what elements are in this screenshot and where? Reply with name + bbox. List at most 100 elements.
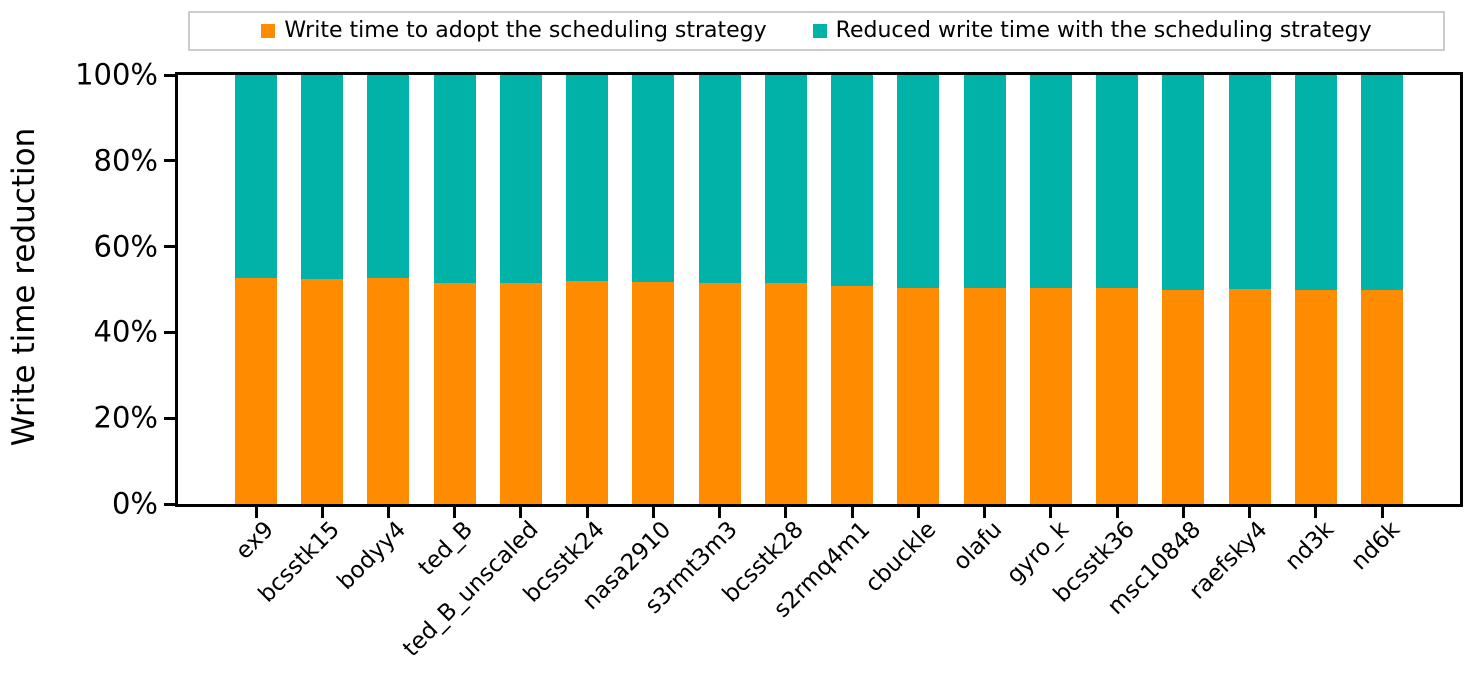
bar-segment-reduced [764, 75, 807, 284]
x-tick-label: ted_B [413, 516, 478, 581]
y-tick-mark [164, 159, 175, 163]
y-axis-title-container: Write time reduction [0, 72, 48, 501]
x-tick-mark [651, 507, 655, 518]
y-tick-label: 0% [111, 486, 158, 521]
bar-segment-adopt [235, 278, 277, 504]
x-tick-mark [386, 507, 390, 518]
y-tick-label: 60% [93, 229, 158, 264]
bar-segment-reduced [1294, 75, 1337, 291]
bar-segment-adopt [1228, 288, 1271, 504]
bar-segment-reduced [1228, 75, 1271, 289]
bar-segment-adopt [831, 286, 874, 504]
y-axis-title: Write time reduction [6, 127, 43, 446]
x-tick-label: cbuckle [860, 516, 942, 598]
bar-segment-adopt [367, 278, 410, 504]
x-tick-mark [1380, 507, 1384, 518]
bar-segment-adopt [1294, 290, 1337, 504]
bar-s2rmq4m1 [831, 75, 874, 504]
bar-gyro_k [1029, 75, 1072, 504]
bar-segment-adopt [963, 288, 1006, 504]
legend: Write time to adopt the scheduling strat… [188, 11, 1445, 51]
bar-olafu [963, 75, 1006, 504]
bar-segment-adopt [698, 282, 741, 504]
bar-segment-reduced [1096, 75, 1139, 289]
bar-segment-reduced [499, 75, 542, 283]
bar-segment-reduced [698, 75, 741, 283]
bar-segment-reduced [963, 75, 1006, 289]
x-tick-mark [453, 507, 457, 518]
bar-segment-reduced [433, 75, 476, 283]
y-tick-label: 80% [93, 143, 158, 178]
bar-segment-reduced [301, 75, 344, 280]
y-tick-label: 20% [93, 400, 158, 435]
x-tick-mark [850, 507, 854, 518]
bar-segment-adopt [764, 283, 807, 504]
bar-bcsstk24 [566, 75, 609, 504]
legend-label-reduced: Reduced write time with the scheduling s… [835, 18, 1372, 43]
bar-segment-reduced [235, 75, 277, 279]
bar-segment-adopt [1029, 288, 1072, 504]
bar-nd3k [1294, 75, 1337, 504]
teal-square-icon [812, 24, 827, 38]
legend-item-reduced: Reduced write time with the scheduling s… [812, 18, 1372, 43]
bar-ted_B [433, 75, 476, 504]
x-tick-mark [1314, 507, 1318, 518]
bar-segment-adopt [499, 282, 542, 504]
bar-segment-reduced [1361, 75, 1403, 290]
y-tick-mark [164, 502, 175, 506]
bar-msc10848 [1162, 75, 1205, 504]
x-tick-mark [1181, 507, 1185, 518]
x-tick-mark [983, 507, 987, 518]
x-tick-mark [718, 507, 722, 518]
bar-segment-reduced [897, 75, 940, 289]
bar-segment-adopt [301, 279, 344, 504]
x-tick-label: olafu [948, 516, 1008, 576]
bar-segment-adopt [566, 281, 609, 504]
legend-label-adopt: Write time to adopt the scheduling strat… [284, 18, 767, 43]
bar-ex9 [235, 75, 277, 504]
bar-segment-adopt [897, 288, 940, 504]
bar-segment-adopt [433, 282, 476, 504]
bar-s3rmt3m3 [698, 75, 741, 504]
bar-nd6k [1361, 75, 1403, 504]
bar-segment-adopt [1162, 289, 1205, 504]
bar-raefsky4 [1228, 75, 1271, 504]
bar-segment-reduced [566, 75, 609, 282]
plot-area: 0% 20% 40% 60% 80% 100% ex9 bcsstk15 bodyy4 ted_B… [75, 60, 1463, 662]
x-tick-label: ex9 [230, 516, 279, 565]
x-tick-label: nd6k [1346, 516, 1405, 576]
bar-nasa2910 [632, 75, 675, 504]
y-tick-label: 100% [75, 57, 158, 92]
x-tick-label: nd3k [1279, 516, 1339, 576]
bar-segment-reduced [632, 75, 675, 283]
bar-bcsstk15 [301, 75, 344, 504]
x-tick-mark [916, 507, 920, 518]
bar-cbuckle [897, 75, 940, 504]
orange-square-icon [261, 24, 276, 38]
bar-segment-reduced [1162, 75, 1205, 290]
bar-segment-adopt [1096, 288, 1139, 504]
legend-item-adopt: Write time to adopt the scheduling strat… [261, 18, 767, 43]
bar-segment-reduced [1029, 75, 1072, 289]
x-tick-mark [1248, 507, 1252, 518]
bar-bcsstk36 [1096, 75, 1139, 504]
bar-ted_B_unscaled [499, 75, 542, 504]
x-tick-mark [784, 507, 788, 518]
x-tick-mark [585, 507, 589, 518]
y-tick-label: 40% [93, 314, 158, 349]
x-tick-mark [1115, 507, 1119, 518]
x-tick-mark [1049, 507, 1053, 518]
y-tick-mark [164, 330, 175, 334]
x-tick-label: bodyy4 [332, 516, 412, 596]
bar-segment-adopt [632, 282, 675, 504]
x-tick-mark [254, 507, 258, 518]
bar-segment-reduced [831, 75, 874, 287]
bar-bodyy4 [367, 75, 410, 504]
y-tick-mark [164, 73, 175, 77]
x-tick-mark [320, 507, 324, 518]
y-tick-mark [164, 416, 175, 420]
bar-bcsstk28 [764, 75, 807, 504]
bar-segment-reduced [367, 75, 410, 279]
bar-segment-adopt [1361, 289, 1403, 504]
